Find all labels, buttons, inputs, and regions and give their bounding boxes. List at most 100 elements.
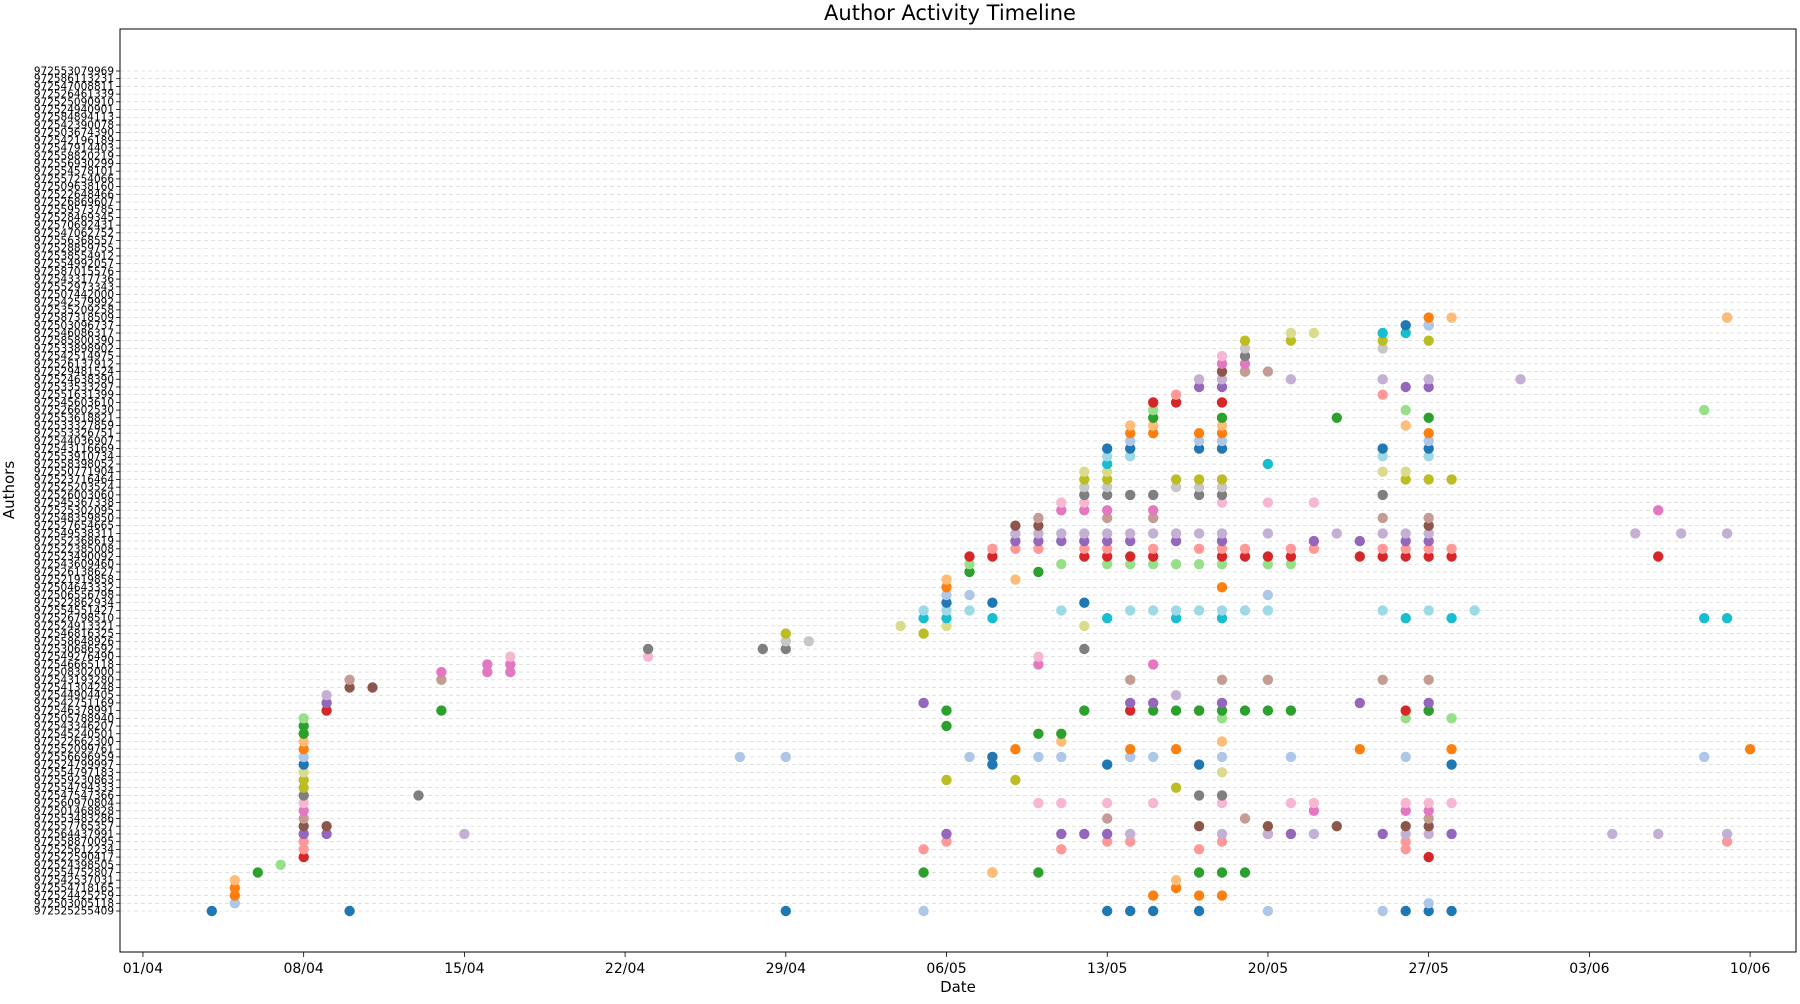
y-tick-label: 972526869607 [34, 197, 114, 209]
y-tick-label: 972548359850 [34, 512, 114, 524]
x-axis-ticks: 01/04 08/04 15/04 22/04 29/04 06/05 13/05 20/05… [123, 952, 1770, 977]
y-axis-label: Authors [0, 461, 18, 520]
data-point [436, 705, 447, 716]
data-point [1676, 528, 1687, 539]
data-point [1102, 443, 1113, 454]
data-point [1216, 381, 1228, 393]
data-point [1239, 551, 1251, 562]
data-point [1262, 497, 1274, 508]
y-tick-label: 972559230863 [34, 774, 114, 786]
data-point [1216, 836, 1228, 847]
data-point [1423, 528, 1434, 539]
data-point [1193, 489, 1205, 501]
data-point [1193, 905, 1205, 917]
data-point [298, 759, 309, 770]
data-point [1216, 890, 1228, 901]
y-tick-label: 972585800390 [34, 335, 114, 347]
data-point [1423, 805, 1434, 816]
data-point [941, 774, 952, 786]
data-point [1010, 520, 1021, 531]
data-point [321, 828, 332, 840]
data-point [1193, 844, 1205, 855]
data-point [1400, 705, 1411, 716]
y-tick-label: 972521919858 [34, 574, 114, 586]
data-point [1262, 605, 1274, 616]
data-point [1193, 443, 1205, 454]
data-point [1354, 535, 1366, 547]
data-point [1446, 613, 1457, 624]
data-point [1216, 528, 1228, 539]
data-point [298, 713, 309, 724]
y-tick-label: 972541304248 [34, 682, 114, 694]
data-point [1216, 374, 1228, 385]
data-point [298, 821, 309, 832]
data-point [1699, 404, 1710, 416]
data-point [1423, 512, 1434, 524]
y-tick-label: 972556368557 [34, 235, 114, 247]
data-point [1446, 759, 1457, 770]
data-point [1079, 505, 1090, 516]
y-tick-label: 972543609460 [34, 559, 114, 571]
data-point [1400, 420, 1411, 431]
y-tick-label: 972525255409 [34, 906, 114, 918]
data-point [229, 898, 240, 909]
data-point [1079, 620, 1090, 632]
data-point [1607, 828, 1618, 840]
y-tick-label: 972525090910 [34, 96, 114, 108]
y-tick-label: 972530686592 [34, 643, 114, 655]
y-tick-label: 972543317736 [34, 274, 114, 286]
data-point [1193, 428, 1205, 439]
data-point [1148, 505, 1159, 516]
data-point [1400, 713, 1411, 724]
data-point [1102, 813, 1113, 824]
y-tick-label: 972542537031 [34, 875, 114, 887]
data-point [1446, 828, 1457, 840]
data-point [1446, 551, 1457, 562]
y-tick-label: 972543346207 [34, 721, 114, 733]
data-point [941, 589, 952, 601]
data-point [1354, 744, 1366, 755]
data-point [1193, 381, 1205, 393]
data-point [1285, 559, 1297, 570]
data-point [1469, 605, 1480, 616]
data-point [1170, 397, 1182, 408]
data-point [1423, 605, 1434, 616]
data-point [1056, 528, 1067, 539]
data-point [229, 882, 240, 894]
data-point [1446, 797, 1457, 809]
data-point [1033, 728, 1044, 739]
x-tick-label: 20/05 [1248, 961, 1288, 977]
data-point [1400, 535, 1411, 547]
data-point [1400, 320, 1411, 331]
y-tick-label: 972545240501 [34, 728, 114, 740]
data-point [1308, 828, 1320, 840]
data-point [1056, 844, 1067, 855]
data-point [1216, 867, 1228, 878]
y-tick-label: 972503005118 [34, 898, 114, 910]
data-point [1285, 543, 1297, 554]
data-point [1216, 497, 1228, 508]
data-point [321, 705, 332, 716]
x-axis-label: Date [940, 978, 976, 996]
data-point [1079, 551, 1090, 562]
data-point [1400, 905, 1411, 917]
data-point [1125, 528, 1136, 539]
data-point [987, 759, 998, 770]
x-tick-label: 01/04 [123, 961, 163, 977]
x-tick-label: 10/06 [1730, 961, 1770, 977]
data-point [1216, 605, 1228, 616]
y-tick-label: 972525203524 [34, 482, 114, 494]
data-point [1216, 397, 1228, 408]
data-point [1285, 751, 1297, 763]
y-tick-label: 972558820219 [34, 150, 114, 162]
data-point [1193, 821, 1205, 832]
y-tick-label: 972553079969 [34, 66, 114, 78]
y-tick-label: 972524913321 [34, 620, 114, 632]
data-point [1102, 543, 1113, 554]
data-point [1423, 435, 1434, 447]
data-point [1262, 705, 1274, 716]
data-point [1377, 674, 1388, 685]
data-point [1010, 574, 1021, 585]
data-point [1056, 559, 1067, 570]
